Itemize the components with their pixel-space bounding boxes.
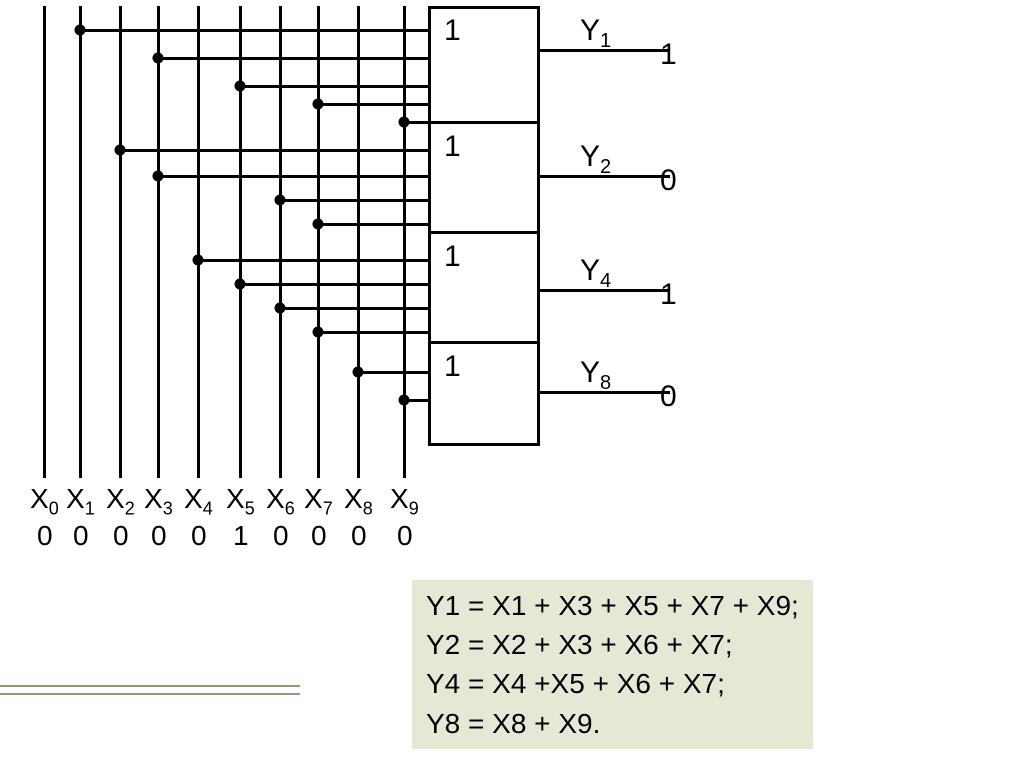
equation-line: Y4 = X4 +X5 + X6 + X7;: [426, 664, 799, 703]
output-value: 0: [660, 164, 677, 198]
x-label: X0: [30, 483, 59, 520]
equations-box: Y1 = X1 + X3 + X5 + X7 + X9;Y2 = X2 + X3…: [412, 580, 813, 749]
x-label: X8: [344, 483, 373, 520]
output-value: 1: [660, 278, 677, 312]
x-label: X5: [226, 483, 255, 520]
y-label: Y2: [580, 140, 611, 179]
y-label: Y8: [580, 356, 611, 395]
x-value: 0: [113, 520, 129, 552]
x-label: X6: [266, 483, 295, 520]
x-value: 0: [273, 520, 289, 552]
x-label: X3: [144, 483, 173, 520]
output-value: 0: [660, 380, 677, 414]
x-value: 0: [191, 520, 207, 552]
y-label: Y4: [580, 254, 611, 293]
x-label: X4: [184, 483, 213, 520]
x-label: X9: [390, 483, 419, 520]
x-value: 0: [311, 520, 327, 552]
x-value: 0: [151, 520, 167, 552]
x-label: X2: [106, 483, 135, 520]
x-value: 0: [351, 520, 367, 552]
output-value: 1: [660, 38, 677, 72]
x-value: 0: [73, 520, 89, 552]
x-label: X7: [304, 483, 333, 520]
x-label: X1: [66, 483, 95, 520]
equation-line: Y2 = X2 + X3 + X6 + X7;: [426, 625, 799, 664]
equation-line: Y1 = X1 + X3 + X5 + X7 + X9;: [426, 586, 799, 625]
x-value: 0: [37, 520, 53, 552]
x-value: 0: [397, 520, 413, 552]
equation-line: Y8 = X8 + X9.: [426, 704, 799, 743]
x-value: 1: [233, 520, 249, 552]
y-label: Y1: [580, 14, 611, 53]
